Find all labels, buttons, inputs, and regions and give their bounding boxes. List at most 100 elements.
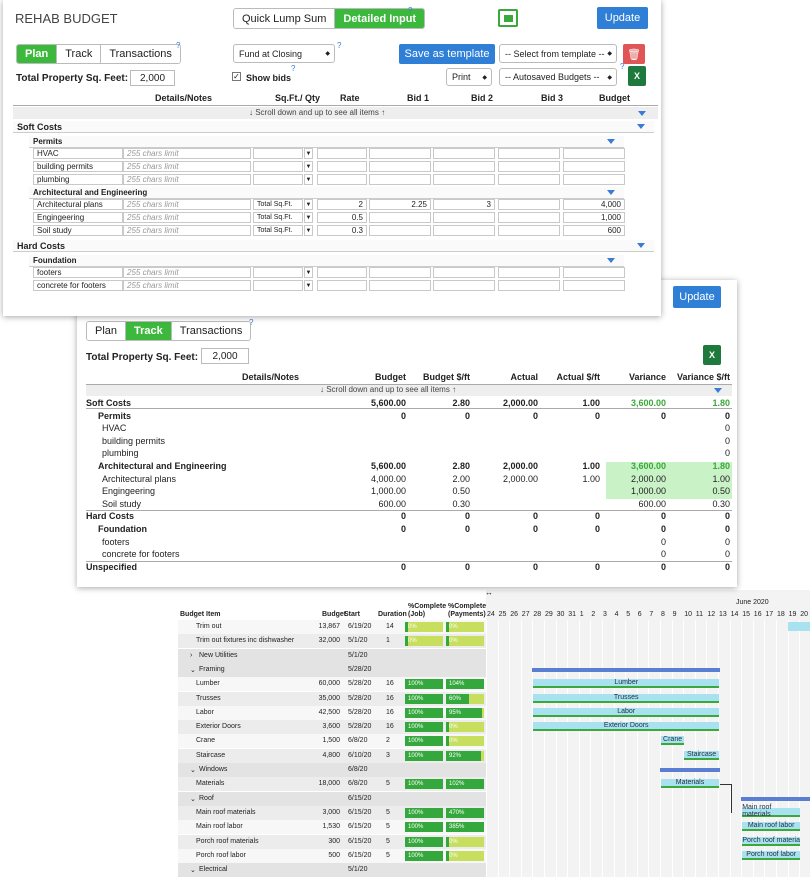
- gantt-item-name[interactable]: Trim out: [196, 623, 222, 630]
- gantt-bar[interactable]: Exterior Doors: [533, 722, 719, 732]
- value-cell[interactable]: [433, 148, 495, 159]
- value-cell[interactable]: [317, 161, 367, 172]
- value-cell[interactable]: [433, 212, 495, 223]
- value-cell[interactable]: [369, 267, 431, 278]
- tab-transactions[interactable]: Transactions: [101, 45, 180, 63]
- gantt-bar[interactable]: Trusses: [533, 693, 719, 703]
- track-sqft-input[interactable]: 2,000: [201, 348, 249, 364]
- value-cell[interactable]: [563, 267, 625, 278]
- value-cell[interactable]: [498, 174, 560, 185]
- value-cell[interactable]: [498, 280, 560, 291]
- value-cell[interactable]: 2: [317, 199, 367, 210]
- help-icon[interactable]: ?: [176, 41, 181, 50]
- detailed-input-tab[interactable]: Detailed Input: [335, 9, 425, 28]
- value-cell[interactable]: [317, 267, 367, 278]
- tab-track[interactable]: Track: [57, 45, 102, 63]
- item-name-cell[interactable]: concrete for footers: [33, 280, 123, 291]
- value-cell[interactable]: [369, 212, 431, 223]
- gantt-item-name[interactable]: Crane: [196, 737, 216, 745]
- fund-select[interactable]: Fund at Closing: [233, 44, 335, 63]
- gantt-group-name[interactable]: Electrical: [199, 866, 228, 874]
- show-bids-checkbox[interactable]: ✓: [232, 72, 241, 81]
- value-cell[interactable]: 4,000: [563, 199, 625, 210]
- gantt-item-name[interactable]: Trusses: [196, 694, 221, 702]
- value-cell[interactable]: [369, 280, 431, 291]
- gantt-group-name[interactable]: Roof: [199, 794, 214, 802]
- notes-field[interactable]: 255 chars limit: [123, 148, 251, 159]
- item-name-cell[interactable]: Architectural plans: [33, 199, 123, 210]
- gantt-item-name[interactable]: Labor: [196, 708, 214, 716]
- gantt-bar[interactable]: Staircase: [684, 750, 719, 760]
- group-toggle-icon[interactable]: ⌄: [190, 666, 196, 674]
- print-select[interactable]: Print: [446, 68, 492, 86]
- quick-lump-sum-tab[interactable]: Quick Lump Sum: [234, 9, 336, 28]
- value-cell[interactable]: 3: [433, 199, 495, 210]
- value-cell[interactable]: [563, 148, 625, 159]
- collapse-icon[interactable]: [638, 111, 646, 116]
- gantt-item-name[interactable]: Staircase: [196, 751, 226, 759]
- notes-field[interactable]: 255 chars limit: [123, 212, 251, 223]
- unit-select[interactable]: Total Sq.Ft.: [253, 225, 303, 236]
- update-button[interactable]: Update: [597, 7, 648, 29]
- notes-field[interactable]: 255 chars limit: [123, 267, 251, 278]
- value-cell[interactable]: [563, 161, 625, 172]
- gantt-group-name[interactable]: Windows: [199, 766, 228, 773]
- delete-template-button[interactable]: 🗑: [623, 44, 645, 64]
- value-cell[interactable]: 1,000: [563, 212, 625, 223]
- gantt-bar[interactable]: Crane: [661, 736, 685, 746]
- value-cell[interactable]: [433, 174, 495, 185]
- track-update-button[interactable]: Update: [673, 286, 721, 308]
- gantt-bar[interactable]: Materials: [661, 779, 719, 789]
- tab-transactions[interactable]: Transactions: [171, 322, 251, 340]
- value-cell[interactable]: [498, 267, 560, 278]
- value-cell[interactable]: [433, 267, 495, 278]
- unit-select[interactable]: [253, 174, 303, 185]
- value-cell[interactable]: [433, 161, 495, 172]
- section-collapse-icon[interactable]: [637, 124, 645, 129]
- unit-select[interactable]: [253, 267, 303, 278]
- gantt-item-name[interactable]: Main roof labor: [196, 823, 243, 831]
- notes-field[interactable]: 255 chars limit: [123, 161, 251, 172]
- value-cell[interactable]: [369, 148, 431, 159]
- template-select[interactable]: -- Select from template --: [499, 44, 617, 63]
- gantt-item-name[interactable]: Lumber: [196, 680, 220, 688]
- value-cell[interactable]: [317, 148, 367, 159]
- save-template-button[interactable]: Save as template: [399, 44, 495, 64]
- help-icon[interactable]: ?: [408, 6, 413, 15]
- section-collapse-icon[interactable]: [607, 139, 615, 144]
- unit-select[interactable]: [253, 148, 303, 159]
- excel-export-icon[interactable]: X: [703, 345, 721, 365]
- sqft-input[interactable]: 2,000: [130, 70, 175, 86]
- unit-select[interactable]: Total Sq.Ft.: [253, 212, 303, 223]
- value-cell[interactable]: [369, 225, 431, 236]
- item-name-cell[interactable]: Engingeering: [33, 212, 123, 223]
- value-cell[interactable]: [498, 212, 560, 223]
- gantt-bar[interactable]: Porch roof materia: [742, 836, 801, 846]
- gantt-group-name[interactable]: Framing: [199, 665, 225, 673]
- help-icon[interactable]: ?: [620, 62, 625, 71]
- gantt-bar[interactable]: Labor: [533, 707, 719, 717]
- group-toggle-icon[interactable]: ⌄: [190, 867, 196, 875]
- autosaved-select[interactable]: -- Autosaved Budgets --: [499, 68, 617, 86]
- gantt-item-name[interactable]: Exterior Doors: [196, 723, 241, 731]
- help-icon[interactable]: ?: [291, 64, 296, 73]
- notes-field[interactable]: 255 chars limit: [123, 199, 251, 210]
- unit-dropdown-icon[interactable]: ▼: [304, 225, 313, 236]
- unit-dropdown-icon[interactable]: ▼: [304, 148, 313, 159]
- gantt-bar[interactable]: Main roof materials: [742, 804, 801, 818]
- value-cell[interactable]: [498, 199, 560, 210]
- group-toggle-icon[interactable]: ⌄: [190, 767, 196, 774]
- tab-plan[interactable]: Plan: [87, 322, 127, 340]
- notes-field[interactable]: 255 chars limit: [123, 174, 251, 185]
- gantt-item-name[interactable]: Porch roof materials: [196, 837, 259, 845]
- item-name-cell[interactable]: plumbing: [33, 174, 123, 185]
- value-cell[interactable]: 2.25: [369, 199, 431, 210]
- gantt-item-name[interactable]: Trim out fixtures inc dishwasher: [196, 637, 295, 645]
- value-cell[interactable]: [317, 174, 367, 185]
- unit-dropdown-icon[interactable]: ▼: [304, 280, 313, 291]
- gantt-item-name[interactable]: Main roof materials: [196, 808, 256, 816]
- section-collapse-icon[interactable]: [637, 243, 645, 248]
- tab-track[interactable]: Track: [126, 322, 172, 340]
- section-collapse-icon[interactable]: [607, 258, 615, 263]
- value-cell[interactable]: [563, 280, 625, 291]
